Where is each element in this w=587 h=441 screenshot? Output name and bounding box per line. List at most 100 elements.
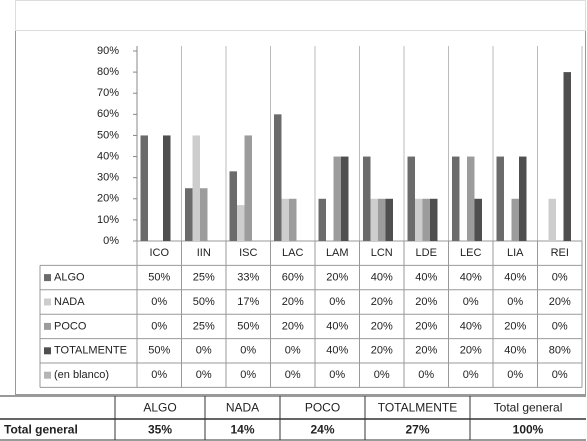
bar xyxy=(519,156,527,241)
legend-swatch xyxy=(44,298,51,306)
bar xyxy=(511,198,519,241)
y-tick-label: 90% xyxy=(97,45,119,57)
bar xyxy=(430,198,438,241)
row-label: Total general xyxy=(4,423,78,437)
data-label: 0% xyxy=(240,345,256,357)
x-tick-label: LAM xyxy=(326,247,349,259)
bar xyxy=(163,135,171,241)
data-label: 0% xyxy=(151,369,167,381)
x-tick-label: LCN xyxy=(371,247,393,259)
data-label: 40% xyxy=(460,272,482,284)
bar xyxy=(474,198,482,241)
y-tick-label: 80% xyxy=(97,66,119,78)
data-label: 20% xyxy=(326,272,348,284)
x-tick-label: REI xyxy=(551,247,569,259)
y-tick-label: 10% xyxy=(97,214,119,226)
x-tick-label: LEC xyxy=(460,247,481,259)
table-value: 100% xyxy=(513,423,544,437)
data-label: 40% xyxy=(504,345,526,357)
data-label: 0% xyxy=(374,369,390,381)
data-label: 0% xyxy=(285,345,301,357)
bar xyxy=(496,156,504,241)
data-label: 40% xyxy=(415,272,437,284)
data-label: 0% xyxy=(552,320,568,332)
legend-swatch xyxy=(44,322,51,330)
bar xyxy=(422,198,430,241)
data-label: 25% xyxy=(193,272,215,284)
bar xyxy=(244,135,252,241)
data-label: 20% xyxy=(282,320,304,332)
bar xyxy=(140,135,148,241)
chart-frame xyxy=(15,0,586,395)
data-label: 40% xyxy=(460,320,482,332)
legend-label: (en blanco) xyxy=(54,369,109,381)
data-label: 0% xyxy=(463,369,479,381)
bar xyxy=(289,198,297,241)
data-label: 20% xyxy=(460,345,482,357)
x-tick-label: ICO xyxy=(149,247,169,259)
bar xyxy=(407,156,415,241)
data-label: 0% xyxy=(329,369,345,381)
legend-label: NADA xyxy=(54,296,85,308)
data-label: 20% xyxy=(371,296,393,308)
data-label: 50% xyxy=(237,320,259,332)
data-label: 0% xyxy=(463,296,479,308)
x-tick-label: LIA xyxy=(507,247,524,259)
y-tick-label: 20% xyxy=(97,193,119,205)
data-label: 20% xyxy=(504,320,526,332)
bar xyxy=(229,171,237,241)
column-header: Total general xyxy=(494,401,563,415)
bar xyxy=(274,114,282,241)
data-label: 80% xyxy=(549,345,571,357)
bar xyxy=(415,198,423,241)
data-label: 0% xyxy=(552,369,568,381)
data-label: 0% xyxy=(329,296,345,308)
data-label: 40% xyxy=(326,345,348,357)
data-label: 0% xyxy=(552,272,568,284)
data-label: 20% xyxy=(415,296,437,308)
bar xyxy=(363,156,371,241)
data-label: 20% xyxy=(415,345,437,357)
y-tick-label: 40% xyxy=(97,150,119,162)
column-header: TOTALMENTE xyxy=(378,401,458,415)
bar xyxy=(200,188,208,241)
title-box xyxy=(15,0,586,31)
bar xyxy=(333,156,341,241)
bar xyxy=(548,198,556,241)
column-header: POCO xyxy=(305,401,340,415)
data-label: 20% xyxy=(371,320,393,332)
bar xyxy=(318,198,326,241)
table-value: 27% xyxy=(405,423,429,437)
data-label: 60% xyxy=(282,272,304,284)
x-tick-label: LDE xyxy=(416,247,437,259)
y-tick-label: 30% xyxy=(97,172,119,184)
bar xyxy=(378,198,386,241)
data-label: 0% xyxy=(507,296,523,308)
legend-label: TOTALMENTE xyxy=(54,345,127,357)
bar xyxy=(370,198,378,241)
bar xyxy=(237,205,245,241)
bar xyxy=(281,198,289,241)
data-label: 20% xyxy=(371,345,393,357)
data-label: 0% xyxy=(151,296,167,308)
bar xyxy=(192,135,200,241)
data-label: 40% xyxy=(371,272,393,284)
column-header: ALGO xyxy=(143,401,176,415)
legend-swatch xyxy=(44,274,51,282)
y-tick-label: 0% xyxy=(103,235,119,247)
data-label: 0% xyxy=(196,345,212,357)
data-label: 0% xyxy=(507,369,523,381)
y-tick-label: 70% xyxy=(97,87,119,99)
data-label: 25% xyxy=(193,320,215,332)
bar xyxy=(341,156,349,241)
data-label: 17% xyxy=(237,296,259,308)
data-label: 0% xyxy=(240,369,256,381)
data-label: 0% xyxy=(196,369,212,381)
bar xyxy=(185,188,193,241)
data-label: 33% xyxy=(237,272,259,284)
data-label: 50% xyxy=(148,345,170,357)
data-label: 50% xyxy=(148,272,170,284)
data-label: 50% xyxy=(193,296,215,308)
bar xyxy=(467,156,475,241)
